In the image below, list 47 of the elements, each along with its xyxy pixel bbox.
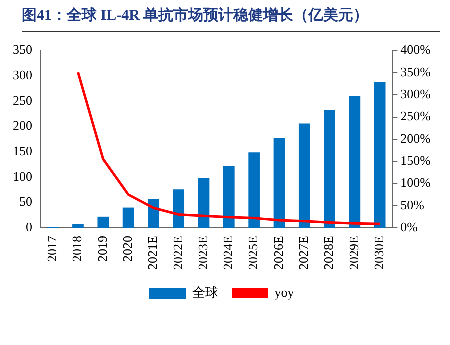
- bar: [173, 190, 185, 228]
- y-tick-label: 0: [26, 219, 32, 234]
- legend-label: yoy: [274, 284, 295, 300]
- x-tick-label: 2021E: [145, 236, 160, 270]
- x-tick-label: 2017: [44, 236, 60, 262]
- bar: [198, 178, 210, 228]
- bar: [98, 216, 110, 228]
- y-tick-label: 200: [13, 118, 32, 134]
- y2-tick-label: 50%: [400, 197, 425, 212]
- y2-tick-label: 200%: [400, 130, 432, 146]
- legend-label: 全球: [192, 284, 218, 300]
- x-tick-label: 2025E: [246, 236, 261, 270]
- bar: [224, 166, 235, 228]
- x-tick-label: 2027E: [296, 236, 312, 270]
- y-tick-label: 350: [13, 42, 32, 58]
- y2-tick-label: 150%: [400, 153, 432, 168]
- y2-tick-label: 400%: [400, 42, 432, 58]
- bar: [374, 82, 386, 228]
- y2-tick-label: 300%: [400, 86, 432, 102]
- x-tick-label: 2026E: [270, 236, 286, 270]
- bar: [274, 138, 286, 228]
- y-tick-label: 50: [20, 194, 32, 210]
- bar: [324, 110, 336, 228]
- x-tick-label: 2020: [120, 236, 135, 262]
- bar: [148, 199, 160, 228]
- y2-tick-label: 250%: [400, 108, 432, 124]
- x-tick-label: 2029E: [346, 236, 362, 270]
- x-tick-label: 2023E: [195, 236, 210, 270]
- bar: [122, 208, 134, 228]
- x-tick-label: 2024E: [220, 236, 236, 270]
- y-tick-label: 300: [13, 68, 32, 83]
- x-tick-label: 2030E: [372, 236, 387, 270]
- y-tick-label: 150: [13, 144, 32, 159]
- y2-tick-label: 100%: [400, 175, 432, 190]
- x-tick-label: 2028E: [321, 236, 336, 270]
- x-tick-label: 2018: [70, 236, 85, 262]
- y-tick-label: 100: [13, 168, 32, 184]
- y-tick-label: 250: [13, 92, 32, 108]
- chart-title: 图41：全球 IL-4R 单抗市场预计稳健增长（亿美元）: [22, 6, 440, 32]
- y2-tick-label: 350%: [400, 64, 432, 80]
- y2-tick-label: 0%: [400, 219, 418, 234]
- bar: [72, 224, 84, 228]
- bar: [349, 96, 361, 228]
- x-tick-label: 2019: [94, 236, 110, 262]
- x-tick-label: 2022E: [170, 236, 186, 270]
- bar: [298, 124, 310, 228]
- bar: [248, 152, 260, 228]
